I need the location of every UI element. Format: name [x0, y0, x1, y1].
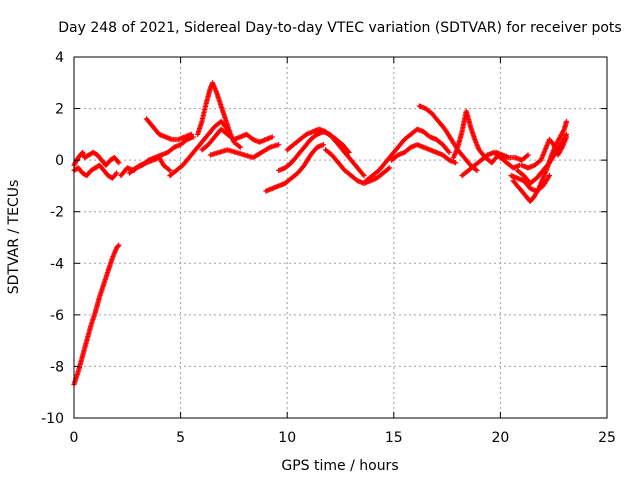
- data-point: [113, 171, 119, 177]
- plot-frame: [73, 56, 608, 419]
- data-point: [115, 243, 121, 249]
- x-tick-label: 15: [385, 430, 403, 446]
- data-point: [114, 170, 120, 176]
- y-tick-label: -4: [50, 256, 64, 272]
- data-point: [167, 167, 173, 174]
- data-point: [360, 171, 366, 178]
- data-point: [563, 134, 570, 140]
- data-series-trace-5: [126, 134, 196, 176]
- data-point: [525, 152, 531, 158]
- data-point: [116, 160, 122, 166]
- data-point: [445, 148, 451, 154]
- data-point: [320, 142, 327, 148]
- data-series-trace-1: [71, 149, 122, 168]
- data-point: [269, 134, 275, 140]
- data-series-trace-15: [363, 126, 452, 184]
- data-series-trace-16: [389, 142, 459, 166]
- tick-layer: [73, 56, 608, 419]
- data-point: [563, 118, 570, 125]
- y-tick-label: 2: [55, 102, 64, 118]
- data-point: [453, 160, 459, 166]
- data-point: [474, 167, 480, 174]
- data-series-trace-20: [493, 149, 531, 163]
- data-point: [546, 173, 553, 179]
- data-point: [524, 153, 530, 159]
- data-point: [276, 142, 282, 148]
- data-point: [237, 144, 243, 150]
- x-tick-label: 5: [176, 430, 185, 446]
- chart-title: Day 248 of 2021, Sidereal Day-to-day VTE…: [58, 20, 621, 36]
- x-tick-label: 20: [491, 430, 509, 446]
- data-point: [385, 166, 392, 172]
- y-tick-label: 4: [55, 50, 64, 66]
- x-tick-label: 10: [278, 430, 296, 446]
- y-tick-label: -8: [50, 359, 64, 375]
- data-point: [361, 173, 367, 179]
- data-point: [115, 159, 121, 165]
- data-series-trace-6: [143, 116, 194, 143]
- data-point: [188, 131, 194, 137]
- data-point: [386, 165, 393, 171]
- data-layer: [71, 80, 570, 388]
- data-series-trace-24: [508, 173, 553, 194]
- data-series-trace-23: [519, 134, 570, 171]
- y-axis-label: SDTVAR / TECUs: [6, 180, 22, 295]
- y-tick-label: 0: [55, 153, 64, 169]
- data-series-trace-14: [322, 147, 393, 186]
- label-layer: 0 5 10 15 20 25 -10 -8 -6 -4 -2 0 2 4: [41, 50, 616, 446]
- x-tick-label: 0: [70, 430, 79, 446]
- y-tick-label: -6: [50, 308, 64, 324]
- data-series-trace-13: [284, 126, 367, 179]
- grid-layer: [74, 57, 607, 418]
- data-series-trace-2: [71, 162, 120, 181]
- data-point: [473, 166, 479, 173]
- data-series-trace-11: [263, 142, 327, 194]
- data-series-trace-3: [71, 242, 122, 388]
- y-tick-label: -10: [41, 411, 64, 427]
- y-tick-label: -2: [50, 205, 64, 221]
- x-axis-label: GPS time / hours: [281, 458, 398, 474]
- data-point: [236, 143, 242, 149]
- data-series-trace-10: [207, 142, 282, 161]
- data-point: [116, 242, 122, 248]
- data-point: [446, 149, 452, 156]
- x-tick-label: 25: [598, 430, 616, 446]
- data-point: [166, 166, 172, 173]
- data-series-trace-9: [199, 126, 275, 153]
